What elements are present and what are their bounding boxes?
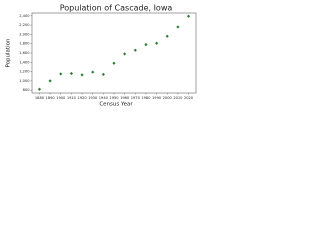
x-tick-label: 1970 — [131, 96, 141, 100]
data-point — [37, 87, 42, 91]
data-point — [48, 79, 52, 83]
y-tick-label: 1,400 — [19, 60, 30, 64]
x-tick-label: 1940 — [99, 96, 109, 100]
data-point — [112, 61, 116, 65]
chart: Population of Cascade, Iowa Census Year … — [6, 4, 197, 108]
data-point — [59, 72, 63, 76]
data-point — [101, 72, 105, 76]
y-tick-label: 2,200 — [19, 23, 30, 27]
data-point — [165, 34, 169, 38]
y-tick-label: 1,600 — [19, 51, 30, 55]
x-tick-label: 1880 — [35, 96, 45, 100]
data-point — [154, 41, 159, 45]
chart-title: Population of Cascade, Iowa — [60, 4, 173, 13]
data-point — [91, 70, 95, 74]
x-tick-label: 2010 — [173, 96, 183, 100]
x-tick-label: 2020 — [184, 96, 194, 100]
y-tick-label: 800 — [23, 88, 31, 92]
y-tick-label: 1,200 — [19, 70, 30, 74]
x-tick-label: 2000 — [163, 96, 173, 100]
data-point — [186, 14, 191, 18]
x-tick-label: 1930 — [88, 96, 98, 100]
x-tick-label: 1950 — [109, 96, 119, 100]
x-tick-label: 1960 — [120, 96, 130, 100]
plot-frame — [31, 12, 197, 94]
y-tick-label: 2,000 — [19, 32, 30, 36]
data-point — [69, 71, 74, 76]
y-tick-label: 2,400 — [19, 14, 30, 18]
x-tick-label: 1900 — [56, 96, 66, 100]
x-axis-label: Census Year — [99, 102, 133, 108]
x-tick-label: 1980 — [141, 96, 151, 100]
data-point — [80, 73, 84, 77]
x-tick-label: 1990 — [152, 96, 162, 100]
y-axis-label: Population — [6, 38, 12, 67]
y-tick-label: 1,000 — [19, 79, 30, 83]
data-point — [176, 25, 180, 29]
y-tick-label: 1,800 — [19, 42, 30, 46]
x-tick-label: 1910 — [67, 96, 77, 100]
data-point — [144, 43, 148, 47]
data-point — [123, 52, 127, 56]
data-point — [133, 48, 137, 52]
x-tick-label: 1920 — [77, 96, 87, 100]
x-tick-label: 1890 — [46, 96, 56, 100]
